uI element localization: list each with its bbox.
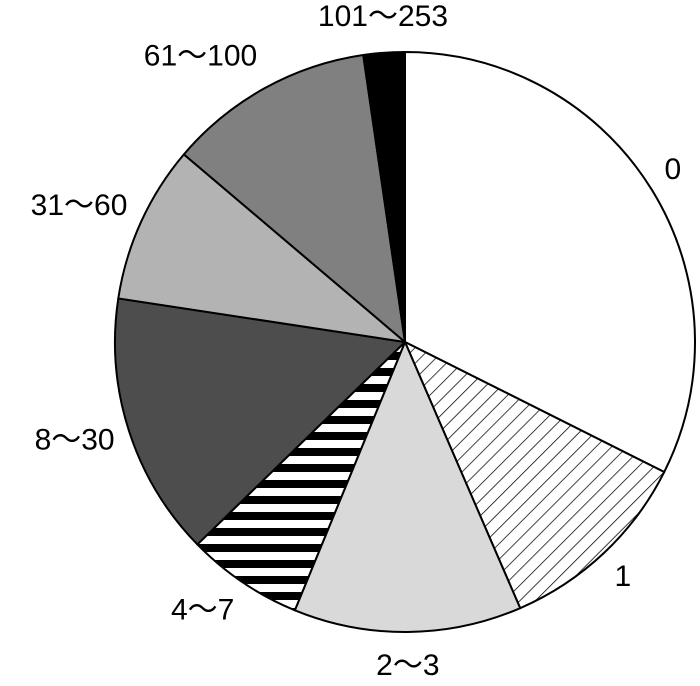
slice-label: 101～253 (318, 0, 448, 33)
pie-slice (196, 341, 406, 612)
pie-slice (182, 54, 406, 343)
slice-label: 4～7 (171, 593, 234, 626)
pie-slice (293, 341, 522, 633)
pie-slice (404, 51, 696, 474)
pie-slice (362, 51, 406, 343)
slice-label: 61～100 (144, 40, 257, 73)
slice-label: 8～30 (35, 423, 115, 456)
pie-slice (404, 341, 666, 610)
pie-slice (117, 153, 406, 343)
slice-label: 0 (665, 153, 682, 186)
slice-label: 1 (614, 560, 631, 593)
slice-label: 2～3 (376, 649, 439, 681)
slice-label: 31～60 (31, 189, 128, 222)
pie-slice (114, 297, 406, 546)
